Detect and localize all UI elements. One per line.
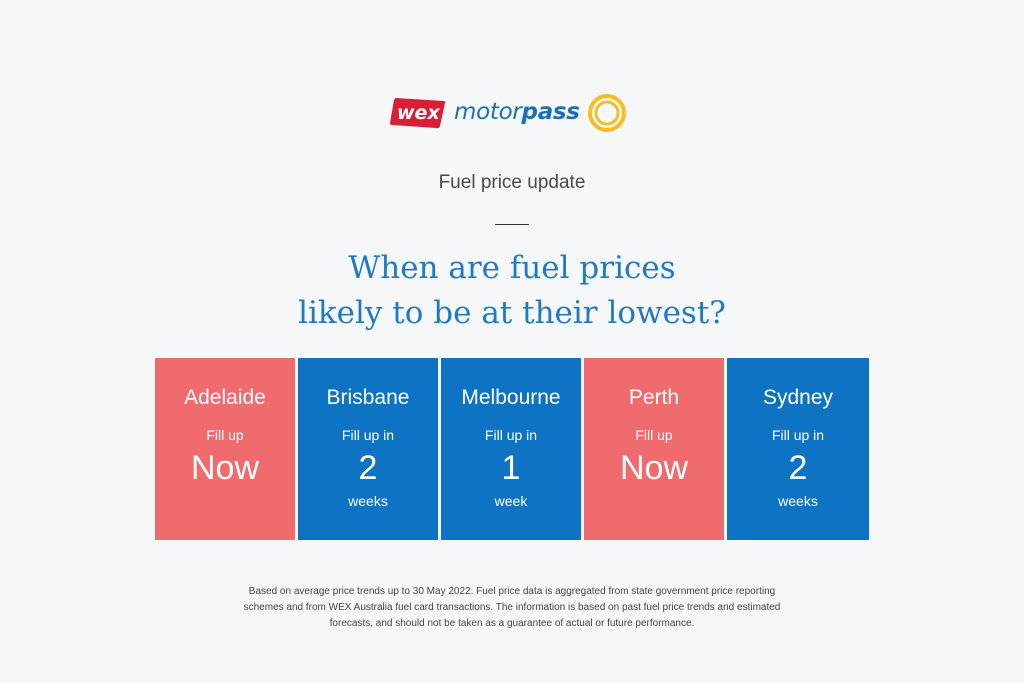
fill-up-label: Fill up in — [484, 427, 538, 443]
city-name: Sydney — [762, 386, 834, 409]
fill-up-value: 2 — [358, 449, 378, 487]
fill-up-label: Fill up in — [341, 427, 395, 443]
disclaimer: Based on average price trends up to 30 M… — [212, 584, 812, 632]
fill-up-value: Now — [619, 449, 689, 487]
city-card-sydney: Sydney Fill up in 2 weeks — [727, 358, 869, 540]
city-name: Perth — [628, 386, 680, 409]
city-name: Brisbane — [326, 386, 410, 409]
disclaimer-line-2: schemes and from WEX Australia fuel card… — [243, 602, 781, 613]
disclaimer-line-3: forecasts, and should not be taken as a … — [329, 618, 695, 629]
fill-up-value: 2 — [788, 449, 808, 487]
fill-up-value: 1 — [501, 449, 521, 487]
fill-up-label: Fill up — [635, 427, 673, 443]
city-cards: Adelaide Fill up Now Brisbane Fill up in… — [155, 358, 869, 540]
sun-ring-icon — [586, 92, 628, 134]
fill-up-unit: weeks — [778, 493, 818, 509]
city-name: Adelaide — [184, 386, 266, 409]
page-title-line-2: likely to be at their lowest? — [298, 295, 726, 331]
divider — [495, 224, 529, 225]
motorpass-wordmark: motorpass — [454, 97, 580, 127]
fill-up-label: Fill up in — [771, 427, 825, 443]
wex-logo: wex — [390, 96, 446, 129]
brand-logo: wex motorpass — [390, 92, 630, 136]
city-name: Melbourne — [461, 386, 561, 409]
motor-text: motor — [454, 99, 522, 125]
page-subtitle: Fuel price update — [438, 172, 586, 193]
disclaimer-line-1: Based on average price trends up to 30 M… — [248, 586, 776, 597]
wex-logo-text: wex — [397, 102, 440, 124]
fill-up-unit: weeks — [348, 493, 388, 509]
city-card-brisbane: Brisbane Fill up in 2 weeks — [298, 358, 438, 540]
city-card-adelaide: Adelaide Fill up Now — [155, 358, 295, 540]
page-title-line-1: When are fuel prices — [348, 250, 676, 286]
city-card-perth: Perth Fill up Now — [584, 358, 724, 540]
fill-up-value: Now — [190, 449, 260, 487]
fill-up-unit: week — [494, 493, 528, 509]
page-title: When are fuel prices likely to be at the… — [0, 246, 1024, 336]
city-card-melbourne: Melbourne Fill up in 1 week — [441, 358, 581, 540]
pass-text: pass — [521, 99, 580, 125]
fill-up-label: Fill up — [206, 427, 244, 443]
